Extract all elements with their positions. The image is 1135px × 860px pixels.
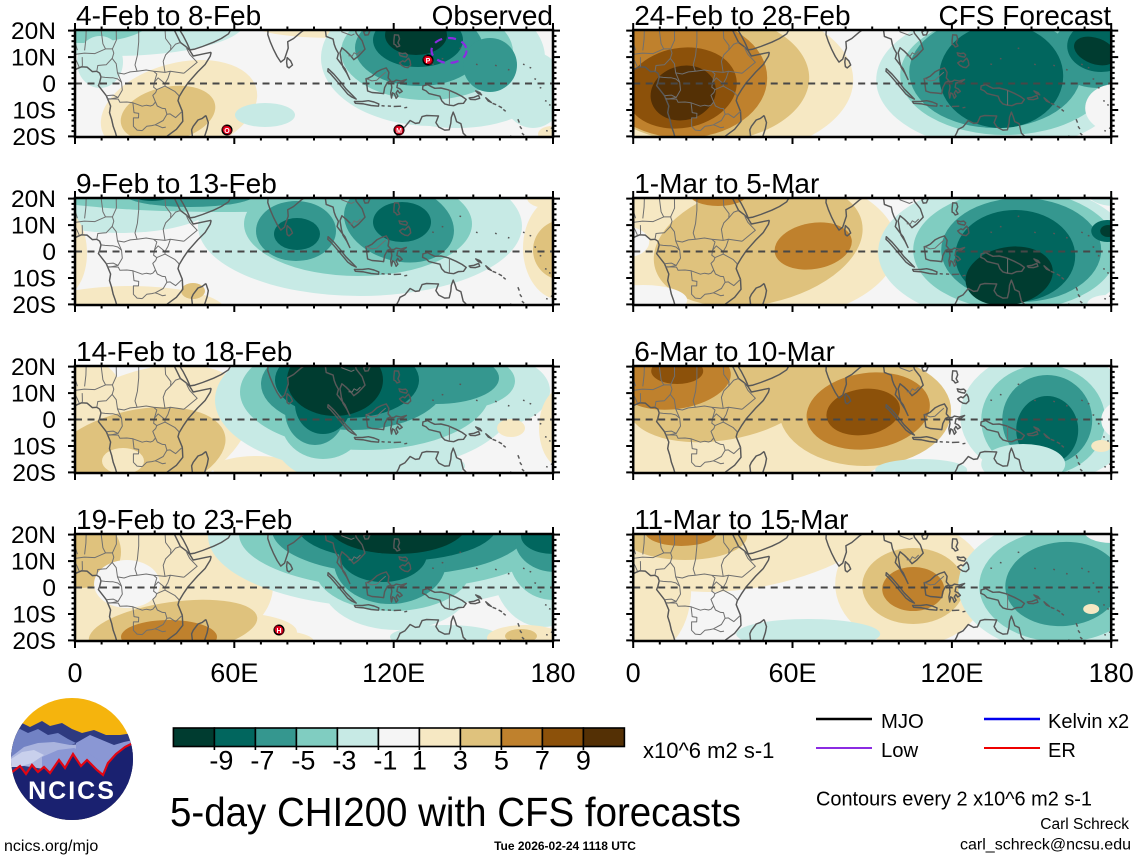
svg-text:0: 0 <box>42 407 56 434</box>
svg-text:Carl Schreck: Carl Schreck <box>1040 816 1129 833</box>
svg-text:120E: 120E <box>920 658 983 688</box>
svg-text:10N: 10N <box>11 45 56 72</box>
svg-text:20N: 20N <box>11 522 56 549</box>
svg-text:1: 1 <box>412 746 427 776</box>
svg-text:O: O <box>224 128 230 135</box>
svg-text:20S: 20S <box>12 124 56 151</box>
svg-text:x10^6 m2 s-1: x10^6 m2 s-1 <box>643 738 774 763</box>
svg-text:Tue 2026-02-24 1118 UTC: Tue 2026-02-24 1118 UTC <box>494 839 636 853</box>
svg-text:0: 0 <box>42 71 56 98</box>
svg-text:180: 180 <box>1089 658 1134 688</box>
svg-text:4-Feb to 8-Feb: 4-Feb to 8-Feb <box>76 0 261 31</box>
svg-text:20N: 20N <box>11 354 56 381</box>
svg-text:14-Feb to 18-Feb: 14-Feb to 18-Feb <box>76 336 292 367</box>
svg-text:P: P <box>426 58 431 65</box>
svg-text:20S: 20S <box>12 292 56 319</box>
svg-text:ER: ER <box>1048 740 1076 762</box>
svg-text:10N: 10N <box>11 213 56 240</box>
svg-text:10S: 10S <box>12 265 56 292</box>
svg-text:6-Mar to 10-Mar: 6-Mar to 10-Mar <box>634 336 835 367</box>
svg-text:CFS Forecast: CFS Forecast <box>938 0 1111 31</box>
svg-text:-5: -5 <box>291 746 315 776</box>
svg-text:9: 9 <box>576 746 591 776</box>
svg-text:5-day CHI200 with CFS forecast: 5-day CHI200 with CFS forecasts <box>170 789 741 835</box>
svg-text:10S: 10S <box>12 433 56 460</box>
svg-text:10N: 10N <box>11 381 56 408</box>
svg-text:24-Feb to 28-Feb: 24-Feb to 28-Feb <box>634 0 850 31</box>
svg-text:1-Mar to 5-Mar: 1-Mar to 5-Mar <box>634 168 819 199</box>
svg-text:-7: -7 <box>250 746 274 776</box>
svg-text:20N: 20N <box>11 186 56 213</box>
svg-text:20N: 20N <box>11 18 56 45</box>
svg-text:7: 7 <box>535 746 550 776</box>
svg-text:0: 0 <box>42 575 56 602</box>
svg-text:10S: 10S <box>12 601 56 628</box>
svg-text:20S: 20S <box>12 628 56 655</box>
svg-text:60E: 60E <box>769 658 817 688</box>
svg-text:0: 0 <box>42 239 56 266</box>
svg-text:3: 3 <box>453 746 468 776</box>
svg-text:ncics.org/mjo: ncics.org/mjo <box>4 838 98 855</box>
svg-text:Low: Low <box>881 740 919 762</box>
svg-text:H: H <box>276 628 281 635</box>
svg-text:11-Mar to 15-Mar: 11-Mar to 15-Mar <box>634 504 848 535</box>
svg-text:120E: 120E <box>362 658 425 688</box>
svg-text:20S: 20S <box>12 460 56 487</box>
svg-text:MJO: MJO <box>881 711 924 733</box>
svg-text:10N: 10N <box>11 549 56 576</box>
svg-text:-9: -9 <box>209 746 233 776</box>
svg-text:Observed: Observed <box>432 0 553 31</box>
svg-text:60E: 60E <box>210 658 258 688</box>
svg-text:10S: 10S <box>12 97 56 124</box>
svg-text:180: 180 <box>530 658 575 688</box>
svg-text:Contours every 2 x10^6 m2 s-1: Contours every 2 x10^6 m2 s-1 <box>816 789 1092 811</box>
svg-text:5: 5 <box>494 746 509 776</box>
svg-text:-1: -1 <box>373 746 397 776</box>
svg-text:Kelvin x2: Kelvin x2 <box>1048 711 1129 733</box>
svg-text:0: 0 <box>67 658 82 688</box>
svg-text:M: M <box>396 128 402 135</box>
svg-text:0: 0 <box>626 658 641 688</box>
svg-text:9-Feb to 13-Feb: 9-Feb to 13-Feb <box>76 168 277 199</box>
svg-text:-3: -3 <box>332 746 356 776</box>
svg-text:carl_schreck@ncsu.edu: carl_schreck@ncsu.edu <box>960 837 1131 854</box>
svg-text:NCICS: NCICS <box>28 777 116 805</box>
svg-text:19-Feb to 23-Feb: 19-Feb to 23-Feb <box>76 504 292 535</box>
